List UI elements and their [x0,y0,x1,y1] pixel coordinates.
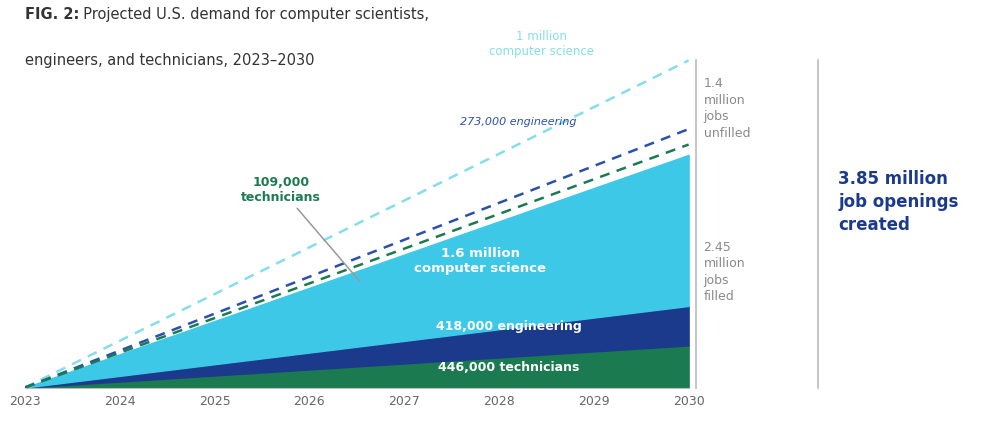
Text: FIG. 2:: FIG. 2: [25,7,79,21]
Text: 2.45
million
jobs
filled: 2.45 million jobs filled [704,240,746,303]
Text: 109,000
technicians: 109,000 technicians [241,176,359,282]
Text: 3.85 million
job openings
created: 3.85 million job openings created [838,170,959,233]
Text: 1.6 million
computer science: 1.6 million computer science [414,247,546,275]
Text: 418,000 engineering: 418,000 engineering [435,319,582,332]
Text: engineers, and technicians, 2023–2030: engineers, and technicians, 2023–2030 [25,53,314,67]
Text: 446,000 technicians: 446,000 technicians [438,360,579,373]
Text: 1 million
computer science: 1 million computer science [489,30,594,57]
Text: 273,000 engineering: 273,000 engineering [460,117,576,127]
Text: 1.4
million
jobs
unfilled: 1.4 million jobs unfilled [704,77,750,140]
Text: Projected U.S. demand for computer scientists,: Projected U.S. demand for computer scien… [74,7,429,21]
